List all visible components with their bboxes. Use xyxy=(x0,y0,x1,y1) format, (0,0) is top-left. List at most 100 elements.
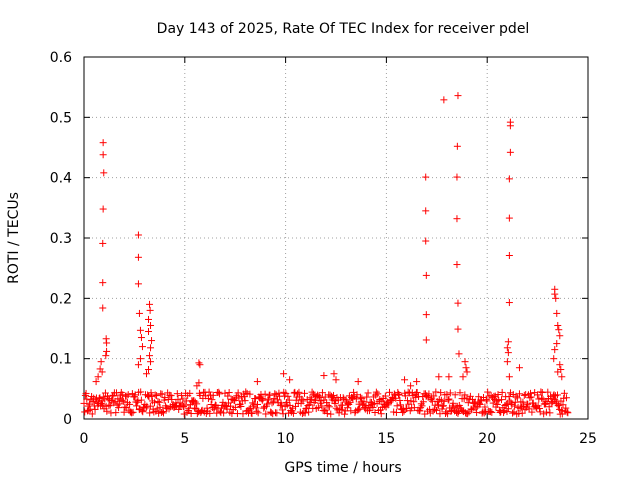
data-point-marker xyxy=(215,388,223,396)
data-point-marker xyxy=(99,239,107,247)
data-point-marker xyxy=(251,395,259,403)
data-point-marker xyxy=(323,410,331,418)
data-point-marker xyxy=(546,409,554,417)
data-point-marker xyxy=(249,399,257,407)
data-point-marker xyxy=(183,408,191,416)
x-tick-label: 25 xyxy=(579,431,597,447)
data-point-marker xyxy=(505,175,513,183)
data-point-marker xyxy=(422,237,430,245)
data-point-marker xyxy=(558,406,566,414)
data-point-marker xyxy=(533,391,541,399)
data-point-marker xyxy=(248,410,256,418)
data-point-marker xyxy=(464,399,472,407)
data-point-marker xyxy=(275,389,283,397)
data-point-marker xyxy=(295,388,303,396)
data-point-marker xyxy=(245,405,253,413)
data-point-marker xyxy=(271,390,279,398)
data-point-marker xyxy=(395,391,403,399)
data-point-marker xyxy=(99,279,107,287)
data-point-marker xyxy=(497,396,505,404)
data-point-marker xyxy=(554,321,562,329)
data-point-marker xyxy=(322,406,330,414)
data-point-marker xyxy=(191,404,199,412)
data-point-marker xyxy=(356,393,364,401)
data-point-marker xyxy=(416,407,424,415)
data-point-marker xyxy=(205,388,213,396)
data-point-marker xyxy=(486,408,494,416)
data-point-marker xyxy=(136,355,144,363)
data-point-marker xyxy=(506,122,514,130)
data-point-marker xyxy=(539,395,547,403)
data-point-marker xyxy=(299,397,307,405)
data-point-marker xyxy=(146,306,154,314)
data-point-marker xyxy=(401,392,409,400)
data-point-marker xyxy=(314,404,322,412)
data-point-marker xyxy=(545,403,553,411)
data-point-marker xyxy=(300,389,308,397)
data-point-marker xyxy=(505,251,513,259)
data-point-marker xyxy=(437,389,445,397)
data-point-marker xyxy=(112,409,120,417)
data-point-marker xyxy=(509,409,517,417)
data-point-marker xyxy=(289,409,297,417)
data-point-marker xyxy=(562,394,570,402)
data-point-marker xyxy=(138,343,146,351)
data-point-marker xyxy=(526,394,534,402)
data-point-marker xyxy=(102,352,110,360)
data-point-marker xyxy=(115,400,123,408)
data-point-marker xyxy=(323,399,331,407)
data-point-marker xyxy=(99,205,107,213)
data-point-marker xyxy=(392,409,400,417)
data-point-marker xyxy=(105,402,113,410)
data-point-marker xyxy=(562,404,570,412)
data-point-marker xyxy=(253,378,261,386)
data-point-marker xyxy=(341,410,349,418)
data-point-marker xyxy=(346,398,354,406)
data-point-marker xyxy=(246,390,254,398)
data-point-marker xyxy=(103,347,111,355)
data-point-marker xyxy=(377,410,385,418)
data-point-marker xyxy=(453,173,461,181)
data-point-marker xyxy=(327,410,335,418)
data-point-marker xyxy=(85,406,93,414)
data-point-marker xyxy=(447,407,455,415)
data-point-marker xyxy=(451,391,459,399)
data-point-marker xyxy=(513,394,521,402)
data-point-marker xyxy=(191,398,199,406)
data-point-marker xyxy=(401,376,409,384)
data-point-marker xyxy=(280,370,288,378)
data-point-marker xyxy=(422,336,430,344)
data-point-marker xyxy=(443,390,451,398)
data-point-marker xyxy=(503,358,511,366)
data-point-marker xyxy=(129,408,137,416)
data-point-marker xyxy=(515,390,523,398)
data-point-marker xyxy=(484,388,492,396)
data-point-marker xyxy=(440,96,448,104)
data-point-marker xyxy=(422,173,430,181)
data-point-marker xyxy=(511,402,519,410)
data-point-marker xyxy=(505,393,513,401)
data-point-marker xyxy=(555,326,563,334)
data-point-marker xyxy=(374,390,382,398)
data-point-marker xyxy=(135,309,143,317)
data-point-marker xyxy=(482,396,490,404)
data-point-marker xyxy=(503,408,511,416)
y-tick-label: 0.3 xyxy=(50,231,72,247)
data-point-marker xyxy=(463,368,471,376)
data-point-marker xyxy=(507,399,515,407)
data-point-marker xyxy=(99,139,107,147)
data-point-marker xyxy=(445,373,453,381)
data-point-marker xyxy=(553,340,561,348)
data-point-marker xyxy=(268,399,276,407)
x-axis-label: GPS time / hours xyxy=(284,460,401,476)
x-tick-label: 15 xyxy=(377,431,395,447)
data-point-marker xyxy=(134,397,142,405)
data-point-marker xyxy=(556,361,564,369)
data-point-marker xyxy=(432,388,440,396)
data-point-marker xyxy=(225,389,233,397)
data-point-marker xyxy=(381,392,389,400)
data-point-marker xyxy=(118,396,126,404)
data-point-marker xyxy=(306,394,314,402)
data-point-marker xyxy=(147,321,155,329)
data-point-marker xyxy=(527,389,535,397)
